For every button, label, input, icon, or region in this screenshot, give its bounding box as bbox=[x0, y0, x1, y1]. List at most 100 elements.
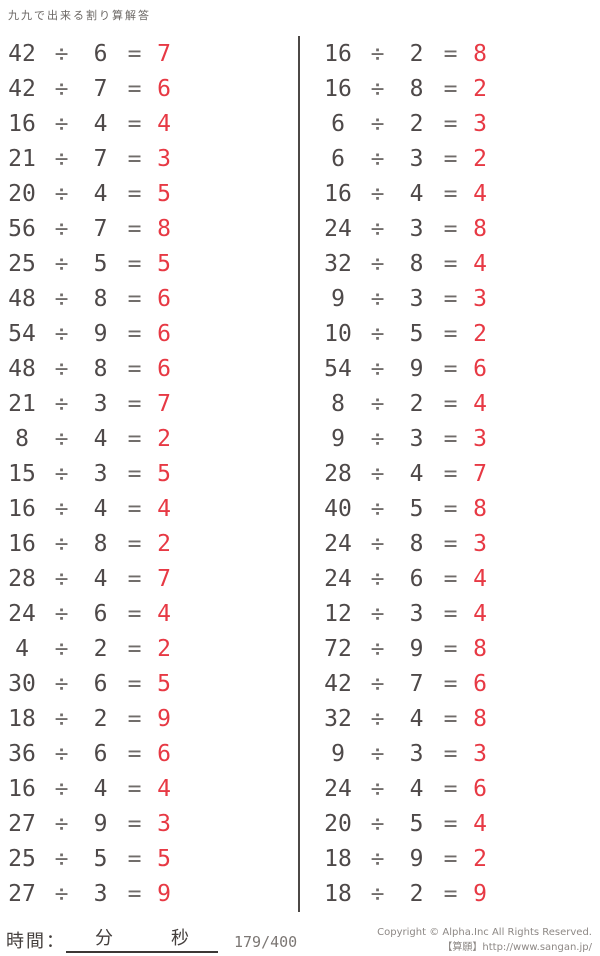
problem-row: 24 ÷ 4 = 6 bbox=[318, 771, 495, 806]
equals-sign: = bbox=[443, 460, 458, 487]
answer: 7 bbox=[157, 40, 171, 67]
equals-sign: = bbox=[127, 495, 142, 522]
answer: 5 bbox=[157, 845, 171, 872]
divisor: 7 bbox=[93, 145, 108, 172]
dividend: 48 bbox=[8, 355, 36, 382]
dividend: 16 bbox=[8, 495, 36, 522]
divide-sign: ÷ bbox=[54, 75, 69, 102]
divide-sign: ÷ bbox=[54, 670, 69, 697]
dividend: 9 bbox=[331, 740, 345, 767]
answer: 2 bbox=[157, 530, 171, 557]
problem-row: 32 ÷ 4 = 8 bbox=[318, 701, 495, 736]
problems-column-right: 16 ÷ 2 = 8 16 ÷ 8 = 2 6 ÷ 2 = 3 6 ÷ 3 = 2 16 ÷ 4 = 4 24 ÷ 3 = 8 32 ÷ 8 = 4… bbox=[300, 36, 495, 912]
equals-sign: = bbox=[127, 215, 142, 242]
divide-sign: ÷ bbox=[54, 285, 69, 312]
dividend: 8 bbox=[15, 425, 29, 452]
problem-row: 27 ÷ 3 = 9 bbox=[2, 876, 298, 911]
problem-row: 24 ÷ 8 = 3 bbox=[318, 526, 495, 561]
answer: 2 bbox=[157, 635, 171, 662]
dividend: 15 bbox=[8, 460, 36, 487]
divide-sign: ÷ bbox=[54, 40, 69, 67]
equals-sign: = bbox=[443, 355, 458, 382]
divide-sign: ÷ bbox=[370, 600, 385, 627]
divide-sign: ÷ bbox=[370, 355, 385, 382]
divide-sign: ÷ bbox=[54, 845, 69, 872]
divide-sign: ÷ bbox=[54, 740, 69, 767]
answer: 7 bbox=[157, 390, 171, 417]
divisor: 3 bbox=[409, 285, 424, 312]
equals-sign: = bbox=[443, 635, 458, 662]
problem-row: 16 ÷ 4 = 4 bbox=[2, 771, 298, 806]
divisor: 4 bbox=[93, 180, 108, 207]
problem-row: 21 ÷ 3 = 7 bbox=[2, 386, 298, 421]
problem-row: 12 ÷ 3 = 4 bbox=[318, 596, 495, 631]
seconds-label: 秒 bbox=[171, 928, 189, 949]
dividend: 21 bbox=[8, 145, 36, 172]
divisor: 2 bbox=[93, 705, 108, 732]
dividend: 54 bbox=[324, 355, 352, 382]
equals-sign: = bbox=[127, 180, 142, 207]
equals-sign: = bbox=[443, 40, 458, 67]
equals-sign: = bbox=[127, 705, 142, 732]
answer: 6 bbox=[157, 740, 171, 767]
dividend: 16 bbox=[324, 75, 352, 102]
divisor: 4 bbox=[93, 565, 108, 592]
divisor: 3 bbox=[93, 390, 108, 417]
equals-sign: = bbox=[443, 845, 458, 872]
answer: 3 bbox=[473, 110, 487, 137]
divisor: 8 bbox=[409, 75, 424, 102]
dividend: 20 bbox=[324, 810, 352, 837]
divisor: 5 bbox=[93, 250, 108, 277]
problem-row: 16 ÷ 2 = 8 bbox=[318, 36, 495, 71]
problem-row: 42 ÷ 7 = 6 bbox=[2, 71, 298, 106]
dividend: 42 bbox=[324, 670, 352, 697]
equals-sign: = bbox=[127, 285, 142, 312]
equals-sign: = bbox=[443, 495, 458, 522]
divide-sign: ÷ bbox=[54, 530, 69, 557]
divide-sign: ÷ bbox=[370, 880, 385, 907]
problem-row: 10 ÷ 5 = 2 bbox=[318, 316, 495, 351]
problem-row: 72 ÷ 9 = 8 bbox=[318, 631, 495, 666]
divisor: 3 bbox=[409, 215, 424, 242]
problem-row: 6 ÷ 2 = 3 bbox=[318, 106, 495, 141]
problem-row: 8 ÷ 4 = 2 bbox=[2, 421, 298, 456]
dividend: 16 bbox=[324, 180, 352, 207]
problem-row: 18 ÷ 2 = 9 bbox=[2, 701, 298, 736]
equals-sign: = bbox=[127, 600, 142, 627]
divisor: 2 bbox=[409, 110, 424, 137]
dividend: 28 bbox=[8, 565, 36, 592]
equals-sign: = bbox=[127, 530, 142, 557]
dividend: 25 bbox=[8, 250, 36, 277]
problem-row: 56 ÷ 7 = 8 bbox=[2, 211, 298, 246]
problem-row: 24 ÷ 6 = 4 bbox=[2, 596, 298, 631]
answer: 3 bbox=[157, 145, 171, 172]
problem-row: 28 ÷ 4 = 7 bbox=[2, 561, 298, 596]
equals-sign: = bbox=[127, 810, 142, 837]
equals-sign: = bbox=[443, 180, 458, 207]
answer: 3 bbox=[473, 740, 487, 767]
divisor: 5 bbox=[409, 320, 424, 347]
divide-sign: ÷ bbox=[54, 250, 69, 277]
problems-column-left: 42 ÷ 6 = 7 42 ÷ 7 = 6 16 ÷ 4 = 4 21 ÷ 7 = 3 20 ÷ 4 = 5 56 ÷ 7 = 8 25 ÷ 5… bbox=[0, 36, 298, 912]
dividend: 40 bbox=[324, 495, 352, 522]
equals-sign: = bbox=[127, 425, 142, 452]
divide-sign: ÷ bbox=[370, 320, 385, 347]
equals-sign: = bbox=[443, 250, 458, 277]
problem-row: 24 ÷ 6 = 4 bbox=[318, 561, 495, 596]
divisor: 2 bbox=[409, 40, 424, 67]
answer: 2 bbox=[157, 425, 171, 452]
divide-sign: ÷ bbox=[370, 110, 385, 137]
divisor: 4 bbox=[93, 495, 108, 522]
divisor: 2 bbox=[409, 880, 424, 907]
equals-sign: = bbox=[443, 320, 458, 347]
answer: 8 bbox=[473, 40, 487, 67]
divide-sign: ÷ bbox=[54, 110, 69, 137]
divide-sign: ÷ bbox=[370, 215, 385, 242]
answer: 6 bbox=[473, 670, 487, 697]
equals-sign: = bbox=[127, 145, 142, 172]
dividend: 16 bbox=[8, 775, 36, 802]
equals-sign: = bbox=[127, 565, 142, 592]
divide-sign: ÷ bbox=[54, 460, 69, 487]
divide-sign: ÷ bbox=[54, 600, 69, 627]
dividend: 10 bbox=[324, 320, 352, 347]
